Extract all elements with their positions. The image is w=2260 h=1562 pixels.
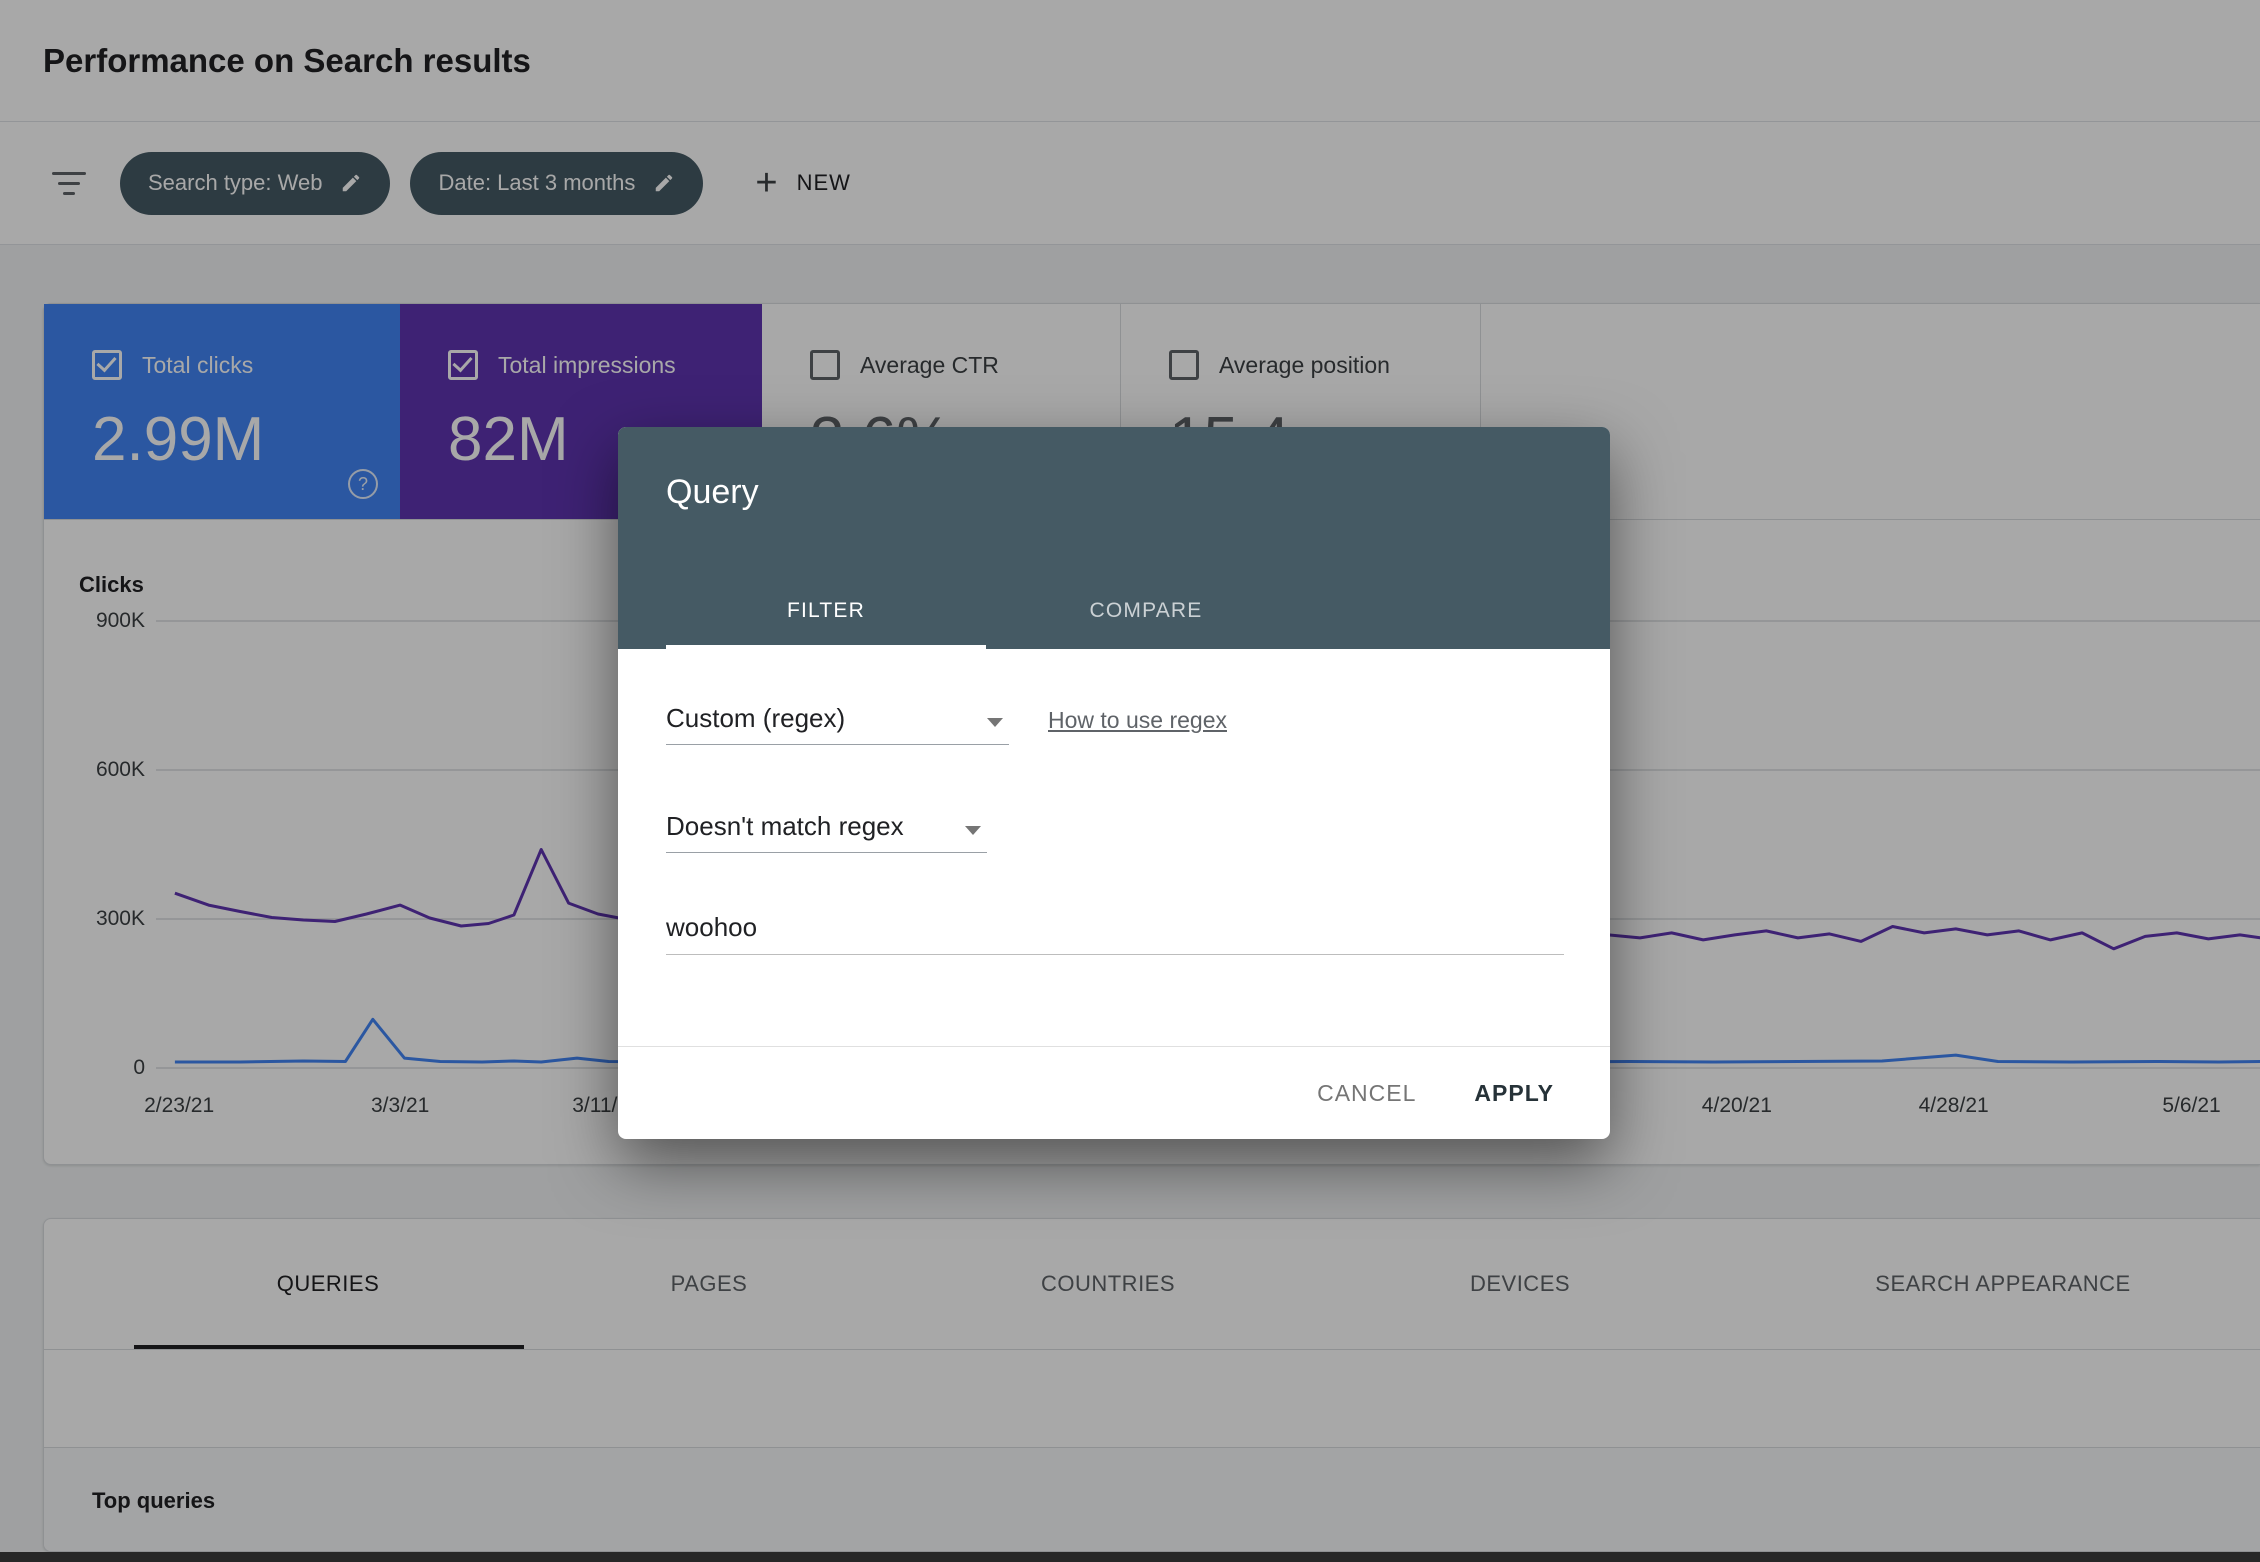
tab-compare[interactable]: COMPARE	[1089, 599, 1203, 622]
filter-type-value: Custom (regex)	[666, 703, 846, 733]
top-queries-header-row: Top queries	[44, 1447, 2260, 1551]
checkbox-unchecked-icon[interactable]	[1169, 350, 1199, 380]
metric-label: Average position	[1219, 351, 1390, 378]
regex-help-link[interactable]: How to use regex	[1048, 707, 1227, 733]
active-tab-indicator	[134, 1345, 524, 1349]
cancel-button[interactable]: CANCEL	[1295, 1066, 1438, 1121]
tab-queries[interactable]: QUERIES	[276, 1271, 380, 1296]
dialog-body: Custom (regex) How to use regex Doesn't …	[618, 649, 1610, 1046]
metric-label: Total clicks	[142, 351, 254, 378]
dialog-title: Query	[666, 473, 759, 511]
dialog-tabs: FILTER COMPARE	[666, 573, 1306, 649]
table-title: Top queries	[92, 1487, 216, 1513]
tab-countries[interactable]: COUNTRIES	[1040, 1271, 1176, 1296]
tab-filter[interactable]: FILTER	[787, 599, 865, 622]
metric-label: Average CTR	[860, 351, 999, 378]
match-type-select[interactable]: Doesn't match regex	[666, 800, 987, 853]
divider	[44, 1349, 2260, 1350]
dropdown-arrow-icon	[965, 826, 981, 835]
date-range-chip[interactable]: Date: Last 3 months	[410, 151, 704, 215]
dimension-tabs: QUERIES PAGES COUNTRIES DEVICES SEARCH A…	[44, 1219, 2260, 1349]
metric-value: 82M	[448, 405, 569, 474]
dimensions-card: QUERIES PAGES COUNTRIES DEVICES SEARCH A…	[43, 1218, 2260, 1552]
apply-button[interactable]: APPLY	[1452, 1066, 1576, 1121]
filter-type-select[interactable]: Custom (regex)	[666, 692, 1009, 745]
tab-pages[interactable]: PAGES	[670, 1271, 748, 1296]
checkbox-unchecked-icon[interactable]	[810, 350, 840, 380]
metric-tiles: Total clicks 2.99M ? Total impressions 8…	[44, 304, 2260, 520]
regex-input[interactable]	[666, 901, 1564, 954]
bottom-strip	[0, 1552, 2260, 1562]
edit-icon	[656, 174, 673, 192]
tab-search-appearance[interactable]: SEARCH APPEARANCE	[1875, 1271, 2131, 1296]
date-range-chip-label: Date: Last 3 months	[438, 170, 636, 195]
plus-icon: +	[755, 162, 779, 204]
search-type-chip[interactable]: Search type: Web	[120, 151, 391, 215]
dialog-header: Query FILTER COMPARE	[618, 427, 1610, 649]
metric-value: 2.99M	[92, 405, 265, 474]
metric-tile-total-clicks[interactable]: Total clicks 2.99M ?	[44, 304, 400, 519]
filter-list-icon[interactable]	[52, 171, 86, 195]
search-type-chip-label: Search type: Web	[148, 170, 323, 195]
match-type-value: Doesn't match regex	[666, 811, 904, 841]
new-filter-button[interactable]: + NEW	[749, 163, 857, 203]
page-title: Performance on Search results	[43, 41, 531, 79]
regex-input-field[interactable]	[666, 901, 1564, 955]
active-dialog-tab-indicator	[666, 645, 986, 649]
table-toolbar-row	[44, 1350, 2260, 1447]
dropdown-arrow-icon	[987, 718, 1003, 727]
checkbox-checked-icon[interactable]	[92, 350, 122, 380]
new-filter-label: NEW	[796, 170, 851, 195]
dialog-footer: CANCEL APPLY	[618, 1046, 1610, 1139]
help-icon[interactable]: ?	[348, 469, 378, 499]
checkbox-checked-icon[interactable]	[448, 350, 478, 380]
metric-label: Total impressions	[498, 351, 676, 378]
page-header: Performance on Search results	[0, 0, 2260, 122]
tab-devices[interactable]: DEVICES	[1469, 1271, 1571, 1296]
filter-bar: Search type: Web Date: Last 3 months + N…	[0, 122, 2260, 245]
query-filter-dialog: Query FILTER COMPARE Custom (regex) How …	[618, 427, 1610, 1139]
edit-icon	[343, 174, 360, 192]
